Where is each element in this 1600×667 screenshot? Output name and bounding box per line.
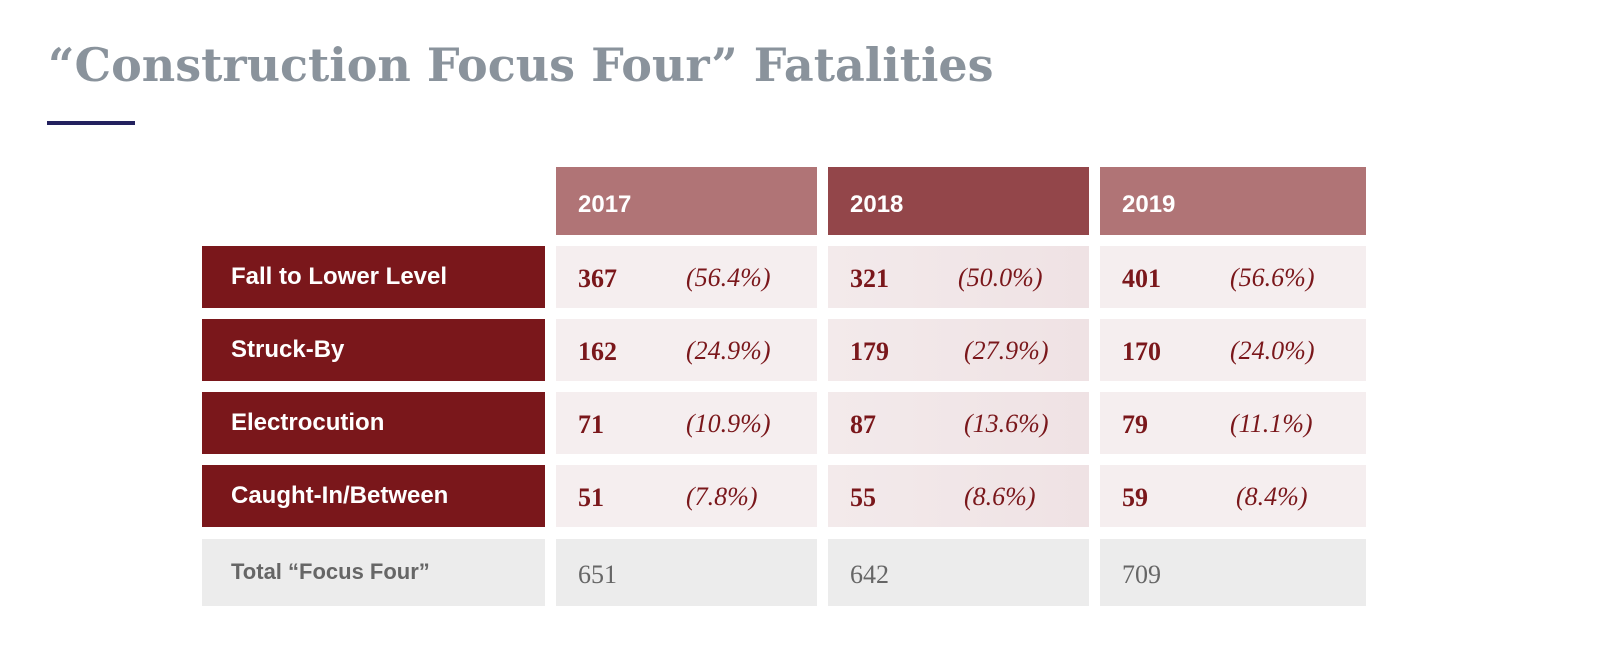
row-label: Fall to Lower Level [202,246,545,308]
fatality-count: 55 [850,483,876,512]
fatality-percent: (50.0%) [958,263,1043,292]
fatality-count: 170 [1122,337,1161,366]
fatality-percent: (24.9%) [686,336,771,365]
fatality-count: 179 [850,337,889,366]
table-cell: 55 (8.6%) [828,465,1089,527]
fatality-count: 401 [1122,264,1161,293]
table-cell: 367 (56.4%) [556,246,817,308]
fatality-percent: (24.0%) [1230,336,1315,365]
title-underline [47,121,135,125]
table-cell: 162 (24.9%) [556,319,817,381]
column-header-2017: 2017 [556,167,817,235]
row-label: Caught-In/Between [202,465,545,527]
total-value: 651 [556,539,817,606]
table-cell: 51 (7.8%) [556,465,817,527]
table-cell: 59 (8.4%) [1100,465,1366,527]
column-header-2019: 2019 [1100,167,1366,235]
total-label: Total “Focus Four” [202,539,545,606]
total-value: 642 [828,539,1089,606]
fatality-percent: (56.6%) [1230,263,1315,292]
fatality-count: 162 [578,337,617,366]
row-label: Electrocution [202,392,545,454]
fatality-percent: (13.6%) [964,409,1049,438]
fatality-count: 71 [578,410,604,439]
fatality-percent: (56.4%) [686,263,771,292]
fatality-percent: (7.8%) [686,482,758,511]
fatality-count: 51 [578,483,604,512]
fatality-count: 79 [1122,410,1148,439]
table-cell: 179 (27.9%) [828,319,1089,381]
page-title: “Construction Focus Four” Fatalities [48,38,994,92]
column-header-2018: 2018 [828,167,1089,235]
fatality-percent: (8.4%) [1236,482,1308,511]
row-label: Struck-By [202,319,545,381]
table-cell: 401 (56.6%) [1100,246,1366,308]
fatality-percent: (8.6%) [964,482,1036,511]
fatality-count: 59 [1122,483,1148,512]
fatality-percent: (27.9%) [964,336,1049,365]
table-cell: 79 (11.1%) [1100,392,1366,454]
fatality-count: 321 [850,264,889,293]
fatality-percent: (11.1%) [1230,409,1313,438]
fatality-count: 367 [578,264,617,293]
total-value: 709 [1100,539,1366,606]
table-cell: 71 (10.9%) [556,392,817,454]
table-cell: 321 (50.0%) [828,246,1089,308]
table-cell: 87 (13.6%) [828,392,1089,454]
fatality-count: 87 [850,410,876,439]
fatality-percent: (10.9%) [686,409,771,438]
table-cell: 170 (24.0%) [1100,319,1366,381]
